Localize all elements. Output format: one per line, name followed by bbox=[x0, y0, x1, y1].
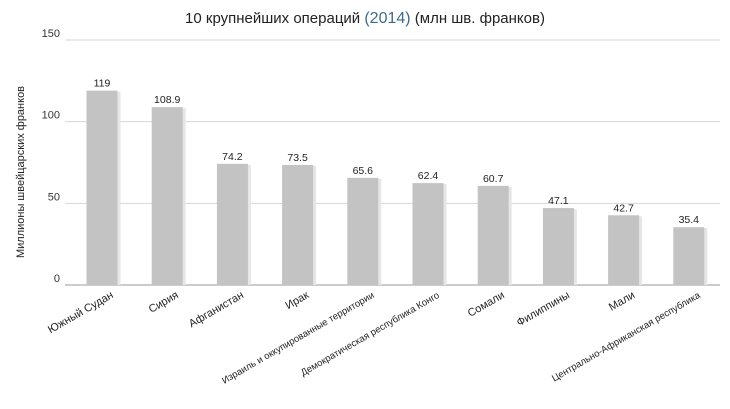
bar bbox=[412, 183, 444, 285]
chart-title-main: 10 крупнейших операций bbox=[185, 10, 361, 27]
bar bbox=[86, 90, 118, 285]
bar bbox=[282, 164, 314, 285]
x-tick-label: Ирак bbox=[283, 289, 311, 312]
bar bbox=[151, 107, 183, 285]
chart-title: 10 крупнейших операций (2014) (млн шв. ф… bbox=[0, 10, 730, 28]
bar bbox=[216, 163, 248, 285]
value-label: 42.7 bbox=[613, 202, 634, 214]
bar bbox=[608, 215, 640, 285]
y-tick-label: 50 bbox=[48, 191, 60, 203]
x-tick-label: Демократическая республика Конго bbox=[299, 290, 442, 379]
x-tick-label: Южный Судан bbox=[46, 289, 116, 336]
value-label: 108.9 bbox=[154, 94, 180, 106]
value-labels: 119 108.9 74.2 73.5 65.6 62.4 60.7 47.1 42.7 35.4 bbox=[94, 78, 700, 227]
x-tick-label: Афганистан bbox=[187, 289, 246, 330]
value-label: 73.5 bbox=[287, 152, 308, 164]
value-label: 47.1 bbox=[548, 195, 569, 207]
value-label: 119 bbox=[94, 78, 111, 90]
chart-title-year: (2014) bbox=[364, 10, 411, 27]
bar bbox=[542, 208, 574, 285]
x-tick-label: Сирия bbox=[147, 289, 181, 316]
x-tick-label: Филиппины bbox=[515, 289, 572, 329]
bar bbox=[673, 227, 705, 285]
y-tick-label: 100 bbox=[42, 110, 60, 122]
value-label: 35.4 bbox=[679, 214, 700, 226]
value-label: 62.4 bbox=[418, 170, 439, 182]
value-label: 65.6 bbox=[353, 165, 374, 177]
value-label: 60.7 bbox=[483, 173, 504, 185]
x-tick-label: Сомали bbox=[466, 289, 507, 320]
bar bbox=[477, 185, 509, 285]
y-axis-label: Миллионы швейцарских франков bbox=[15, 86, 27, 258]
x-tick-label: Мали bbox=[607, 289, 637, 313]
bar bbox=[347, 177, 379, 285]
bars bbox=[86, 90, 708, 285]
value-label: 74.2 bbox=[222, 151, 243, 163]
chart-title-units: (млн шв. франков) bbox=[414, 10, 545, 27]
y-tick-label: 0 bbox=[54, 273, 60, 285]
y-tick-label: 150 bbox=[42, 28, 60, 40]
